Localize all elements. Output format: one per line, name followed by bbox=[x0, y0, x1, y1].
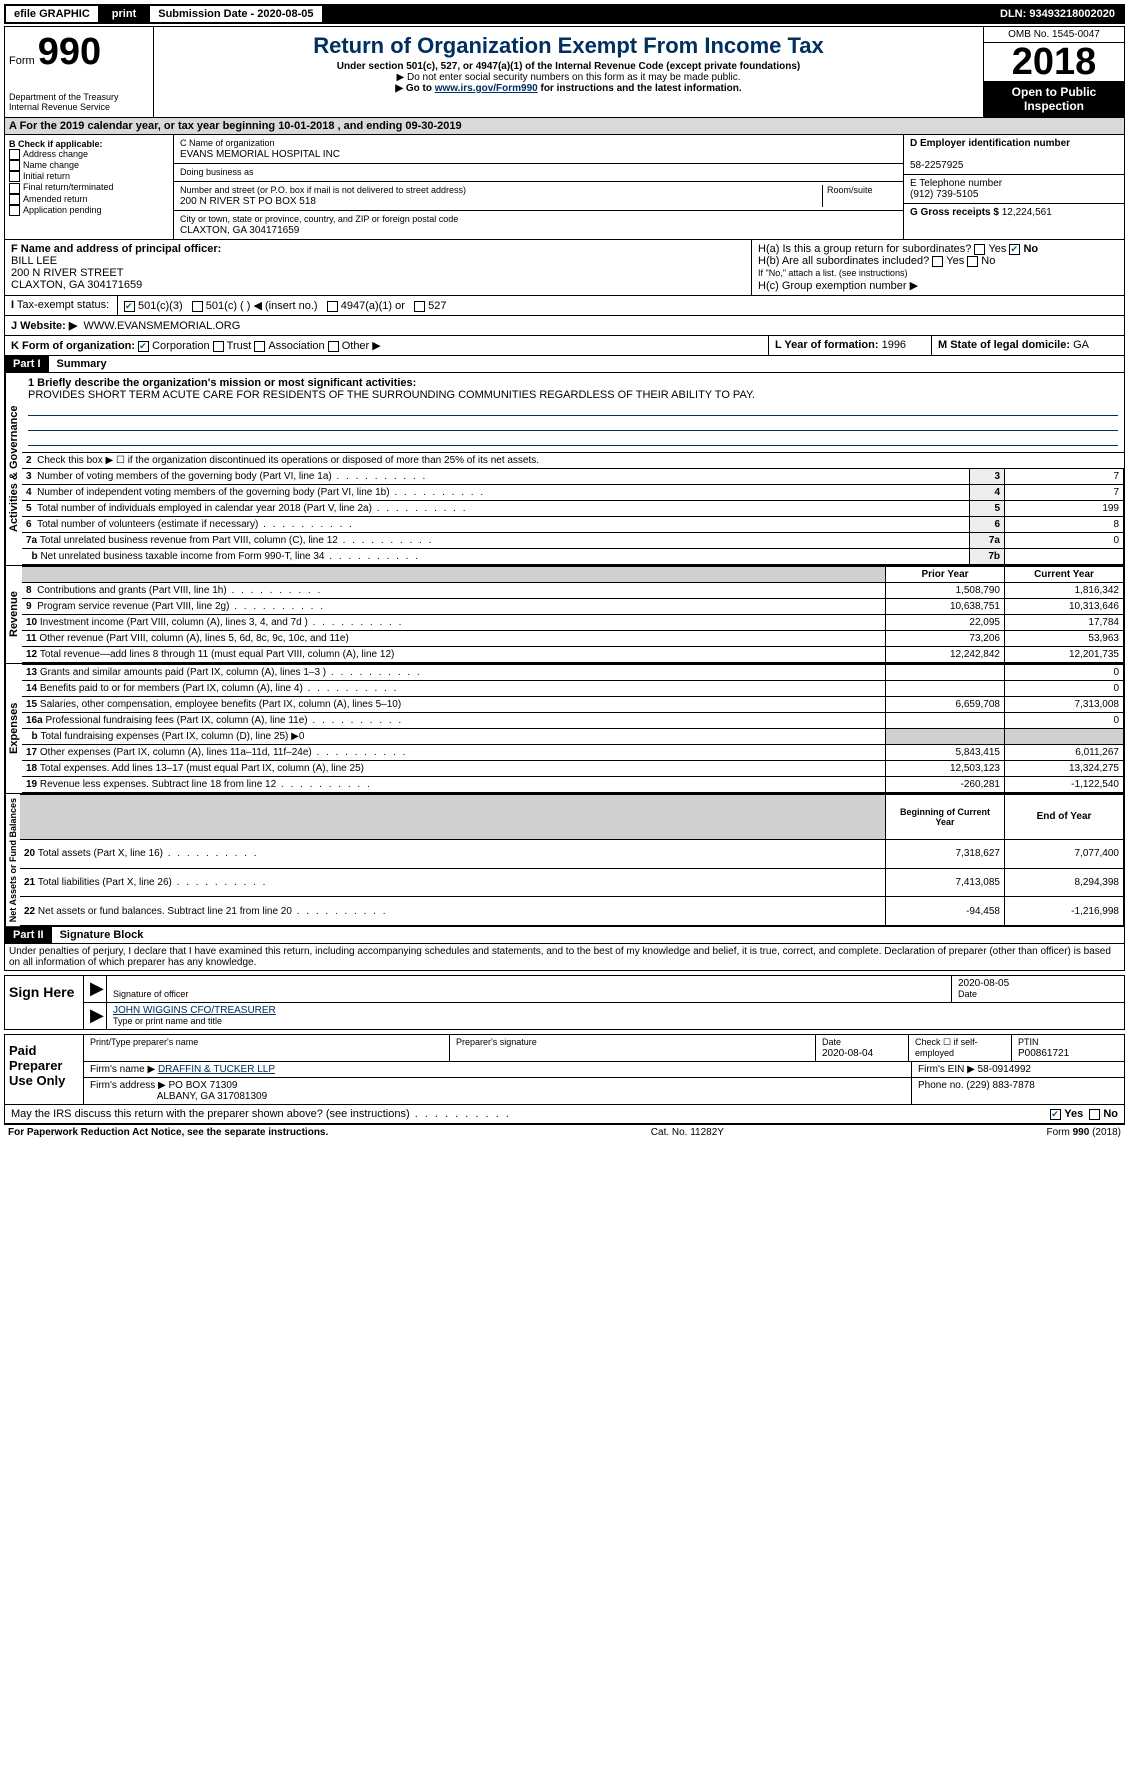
expenses-table: 13 Grants and similar amounts paid (Part… bbox=[22, 664, 1124, 793]
form-title: Return of Organization Exempt From Incom… bbox=[158, 33, 979, 59]
box-b: B Check if applicable: Address change Na… bbox=[5, 135, 174, 239]
tax-year: 2018 bbox=[984, 43, 1124, 81]
phone-value: (912) 739-5105 bbox=[910, 189, 978, 200]
website-value: WWW.EVANSMEMORIAL.ORG bbox=[83, 320, 240, 332]
perjury-text: Under penalties of perjury, I declare th… bbox=[4, 944, 1125, 971]
form-header: Form 990 Department of the Treasury Inte… bbox=[4, 26, 1125, 118]
governance-label: Activities & Governance bbox=[5, 373, 22, 565]
expenses-label: Expenses bbox=[5, 664, 22, 793]
governance-table: 2 Check this box ▶ ☐ if the organization… bbox=[22, 452, 1124, 565]
note-ssn: ▶ Do not enter social security numbers o… bbox=[158, 72, 979, 83]
print-button[interactable]: print bbox=[104, 6, 144, 22]
submission-date: Submission Date - 2020-08-05 bbox=[150, 6, 321, 22]
dln-label: DLN: 93493218002020 bbox=[992, 6, 1123, 22]
form-prefix: Form bbox=[9, 55, 35, 67]
ein-value: 58-2257925 bbox=[910, 160, 963, 171]
revenue-table: Prior YearCurrent Year 8 Contributions a… bbox=[22, 566, 1124, 663]
row-a-tax-year: A For the 2019 calendar year, or tax yea… bbox=[4, 118, 1125, 135]
mission-text: PROVIDES SHORT TERM ACUTE CARE FOR RESID… bbox=[28, 389, 755, 401]
revenue-label: Revenue bbox=[5, 566, 22, 663]
org-address: 200 N RIVER ST PO BOX 518 bbox=[180, 196, 316, 207]
identity-grid: B Check if applicable: Address change Na… bbox=[4, 135, 1125, 240]
form-subtitle: Under section 501(c), 527, or 4947(a)(1)… bbox=[158, 61, 979, 72]
officer-group-row: F Name and address of principal officer:… bbox=[4, 240, 1125, 296]
dept-label: Department of the Treasury Internal Reve… bbox=[9, 92, 149, 112]
org-name: EVANS MEMORIAL HOSPITAL INC bbox=[180, 149, 340, 160]
officer-name: JOHN WIGGINS CFO/TREASURER bbox=[113, 1005, 276, 1016]
part2-label: Part II bbox=[5, 927, 52, 943]
netassets-table: Beginning of Current YearEnd of Year 20 … bbox=[20, 794, 1124, 926]
discuss-row: May the IRS discuss this return with the… bbox=[4, 1105, 1125, 1124]
part2-title: Signature Block bbox=[52, 927, 152, 943]
footer: For Paperwork Reduction Act Notice, see … bbox=[4, 1124, 1125, 1140]
gross-receipts: 12,224,561 bbox=[1002, 207, 1052, 218]
netassets-label: Net Assets or Fund Balances bbox=[5, 794, 20, 926]
open-public-badge: Open to Public Inspection bbox=[984, 81, 1124, 117]
org-city: CLAXTON, GA 304171659 bbox=[180, 225, 299, 236]
part1-title: Summary bbox=[49, 356, 115, 372]
part1-label: Part I bbox=[5, 356, 49, 372]
irs-link[interactable]: www.irs.gov/Form990 bbox=[435, 83, 538, 94]
form-number: 990 bbox=[38, 31, 101, 73]
top-bar: efile GRAPHIC print Submission Date - 20… bbox=[4, 4, 1125, 24]
sign-here-block: Sign Here ▶ Signature of officer 2020-08… bbox=[4, 975, 1125, 1030]
efile-label: efile GRAPHIC bbox=[6, 6, 98, 22]
paid-preparer-block: Paid Preparer Use Only Print/Type prepar… bbox=[4, 1034, 1125, 1105]
